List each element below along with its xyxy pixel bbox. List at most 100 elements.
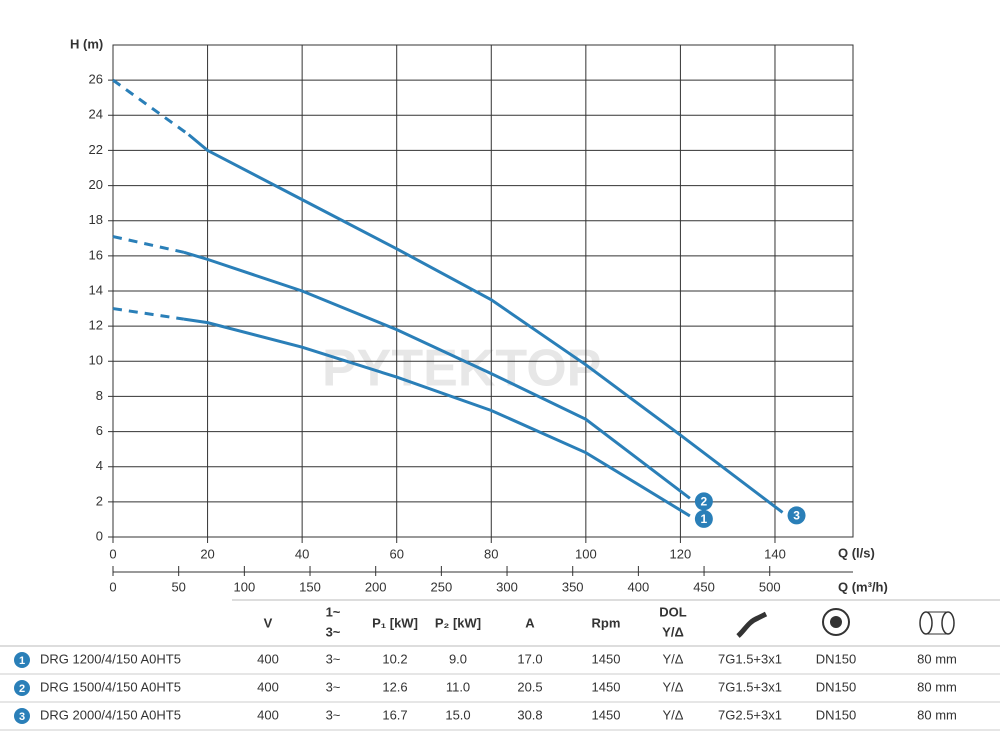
curve-marker xyxy=(694,509,713,528)
row-cell: 80 mm xyxy=(917,679,957,694)
x2-tick-label: 450 xyxy=(693,579,715,594)
row-cell: Y/Δ xyxy=(663,679,684,694)
curve-marker-label: 1 xyxy=(701,512,708,526)
curve-marker-label: 2 xyxy=(701,495,708,509)
row-cell: 3~ xyxy=(326,679,341,694)
x2-tick-label: 150 xyxy=(299,579,321,594)
curve-dashed xyxy=(112,307,185,321)
y-tick-label: 10 xyxy=(89,353,103,368)
row-cell: 400 xyxy=(257,707,279,722)
row-cell: Y/Δ xyxy=(663,651,684,666)
row-cell: 30.8 xyxy=(517,707,542,722)
row-cell: 17.0 xyxy=(517,651,542,666)
header-a: A xyxy=(525,615,535,630)
curve xyxy=(187,133,784,514)
cable-icon xyxy=(736,611,768,638)
x2-tick-label: 200 xyxy=(365,579,387,594)
x-tick-label: 60 xyxy=(389,546,403,561)
row-cell: 10.2 xyxy=(382,651,407,666)
x2-tick-label: 100 xyxy=(233,579,255,594)
row-cell: 400 xyxy=(257,679,279,694)
row-badge xyxy=(14,680,30,696)
row-cell: 1450 xyxy=(592,651,621,666)
row-cell: 16.7 xyxy=(382,707,407,722)
header-phase: 1~ xyxy=(326,604,341,619)
row-cell: Y/Δ xyxy=(663,707,684,722)
row-cell: 11.0 xyxy=(446,679,470,694)
row-cell: 1450 xyxy=(592,707,621,722)
row-cell: 400 xyxy=(257,651,279,666)
x-tick-label: 120 xyxy=(670,546,692,561)
row-name: DRG 2000/4/150 A0HT5 xyxy=(40,707,181,722)
y-tick-label: 2 xyxy=(96,493,103,508)
diameter-icon xyxy=(919,611,955,635)
row-name: DRG 1200/4/150 A0HT5 xyxy=(40,651,181,666)
y-tick-label: 16 xyxy=(89,247,103,262)
row-cell: 7G1.5+3x1 xyxy=(718,651,782,666)
curve xyxy=(183,250,691,500)
row-cell: 7G2.5+3x1 xyxy=(718,707,782,722)
y-axis-label: H (m) xyxy=(70,36,103,51)
header-phase: 3~ xyxy=(326,624,341,639)
x2-tick-label: 350 xyxy=(562,579,584,594)
y-tick-label: 24 xyxy=(89,107,103,122)
row-badge xyxy=(14,652,30,668)
row-badge-label: 1 xyxy=(19,655,25,667)
x2-tick-label: 50 xyxy=(171,579,185,594)
curve-dashed xyxy=(112,78,190,136)
row-badge-label: 3 xyxy=(19,711,25,723)
y-tick-label: 26 xyxy=(89,72,103,87)
x-tick-label: 80 xyxy=(484,546,498,561)
row-badge-label: 2 xyxy=(19,683,25,695)
x-tick-label: 140 xyxy=(764,546,786,561)
row-cell: DN150 xyxy=(816,679,856,694)
row-cell: 1450 xyxy=(592,679,621,694)
x2-tick-label: 300 xyxy=(496,579,518,594)
row-cell: 80 mm xyxy=(917,651,957,666)
row-cell: 3~ xyxy=(326,651,341,666)
y-tick-label: 8 xyxy=(96,388,103,403)
row-name: DRG 1500/4/150 A0HT5 xyxy=(40,679,181,694)
x-axis-label: Q (l/s) xyxy=(838,545,875,560)
header-dol: Y/Δ xyxy=(662,624,684,639)
x2-tick-label: 500 xyxy=(759,579,781,594)
row-cell: 9.0 xyxy=(449,651,467,666)
row-cell: 3~ xyxy=(326,707,341,722)
x2-tick-label: 400 xyxy=(628,579,650,594)
header-rpm: Rpm xyxy=(592,615,621,630)
row-cell: 15.0 xyxy=(445,707,470,722)
row-cell: DN150 xyxy=(816,651,856,666)
row-cell: 20.5 xyxy=(517,679,542,694)
row-cell: 80 mm xyxy=(917,707,957,722)
header-p1: P₁ [kW] xyxy=(372,615,418,630)
x2-axis-label: Q (m³/h) xyxy=(838,579,888,594)
row-badge xyxy=(14,708,30,724)
curve xyxy=(183,317,691,518)
y-tick-label: 6 xyxy=(96,423,103,438)
row-cell: DN150 xyxy=(816,707,856,722)
y-tick-label: 12 xyxy=(89,318,103,333)
y-tick-label: 14 xyxy=(89,282,103,297)
row-cell: 7G1.5+3x1 xyxy=(718,679,782,694)
curve-dashed xyxy=(112,235,185,254)
x-tick-label: 0 xyxy=(109,546,116,561)
curve-marker xyxy=(787,506,806,525)
y-tick-label: 4 xyxy=(96,458,103,473)
x-tick-label: 100 xyxy=(575,546,597,561)
y-tick-label: 22 xyxy=(89,142,103,157)
x2-tick-label: 250 xyxy=(431,579,453,594)
curve-marker-label: 3 xyxy=(793,509,800,523)
pump-icon xyxy=(822,608,850,636)
y-tick-label: 20 xyxy=(89,177,103,192)
curve-marker xyxy=(694,492,713,511)
x2-tick-label: 0 xyxy=(109,579,116,594)
header-dol: DOL xyxy=(659,604,687,619)
x-tick-label: 40 xyxy=(295,546,309,561)
header-v: V xyxy=(264,615,273,630)
x-tick-label: 20 xyxy=(200,546,214,561)
header-p2: P₂ [kW] xyxy=(435,615,481,630)
y-tick-label: 0 xyxy=(96,528,103,543)
row-cell: 12.6 xyxy=(382,679,407,694)
y-tick-label: 18 xyxy=(89,212,103,227)
